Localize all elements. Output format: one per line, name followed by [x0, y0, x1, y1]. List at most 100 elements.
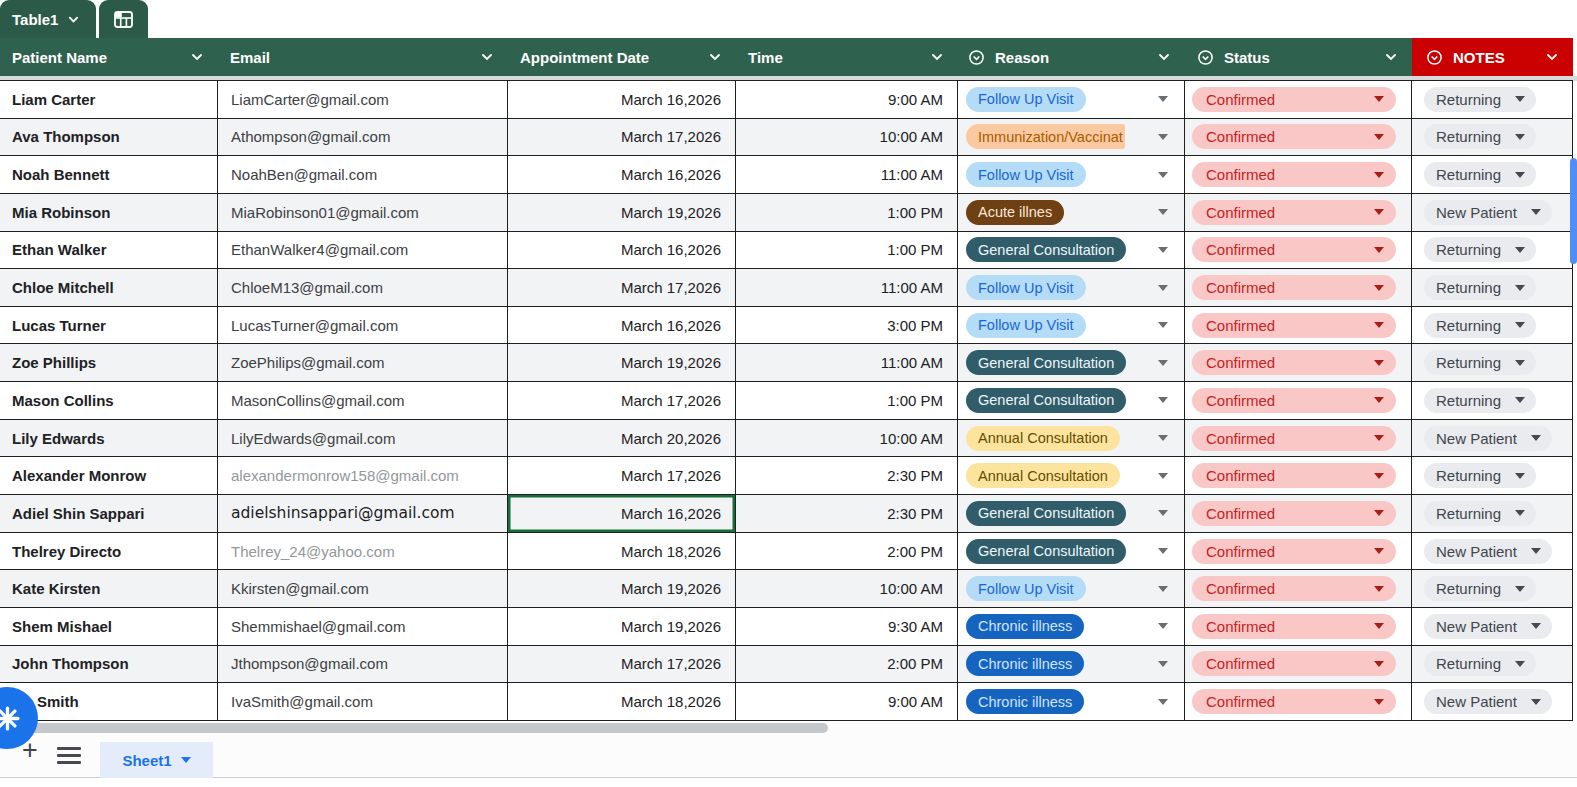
- reason-cell[interactable]: General Consultation: [958, 232, 1185, 269]
- dropdown-arrow-icon[interactable]: [1158, 586, 1168, 592]
- reason-chip[interactable]: General Consultation: [966, 501, 1126, 526]
- dropdown-arrow-icon[interactable]: [1515, 172, 1525, 178]
- notes-cell[interactable]: Returning: [1412, 269, 1573, 306]
- patient-name-cell[interactable]: Noah Bennett: [0, 156, 218, 193]
- dropdown-arrow-icon[interactable]: [1158, 209, 1168, 215]
- notes-cell[interactable]: Returning: [1412, 156, 1573, 193]
- dropdown-arrow-icon[interactable]: [1374, 699, 1384, 705]
- patient-name-cell[interactable]: Ava Thompson: [0, 119, 218, 156]
- patient-name-cell[interactable]: Liam Carter: [0, 81, 218, 118]
- dropdown-arrow-icon[interactable]: [1515, 473, 1525, 479]
- dropdown-arrow-icon[interactable]: [1158, 435, 1168, 441]
- status-cell[interactable]: Confirmed: [1185, 495, 1412, 532]
- dropdown-arrow-icon[interactable]: [1374, 322, 1384, 328]
- time-cell[interactable]: 1:00 PM: [736, 232, 958, 269]
- dropdown-arrow-icon[interactable]: [1158, 247, 1168, 253]
- time-cell[interactable]: 1:00 PM: [736, 382, 958, 419]
- reason-chip[interactable]: Follow Up Visit: [966, 162, 1086, 187]
- notes-chip[interactable]: Returning: [1424, 275, 1536, 300]
- status-chip[interactable]: Confirmed: [1192, 614, 1396, 639]
- status-chip[interactable]: Confirmed: [1192, 162, 1396, 187]
- notes-cell[interactable]: Returning: [1412, 81, 1573, 118]
- notes-cell[interactable]: Returning: [1412, 119, 1573, 156]
- reason-chip[interactable]: Immunization/Vaccinat: [966, 124, 1125, 149]
- dropdown-arrow-icon[interactable]: [1374, 134, 1384, 140]
- status-cell[interactable]: Confirmed: [1185, 420, 1412, 457]
- patient-name-cell[interactable]: Mason Collins: [0, 382, 218, 419]
- email-cell[interactable]: IvaSmith@gmail.com: [218, 683, 508, 720]
- email-cell[interactable]: NoahBen@gmail.com: [218, 156, 508, 193]
- email-cell[interactable]: ZoePhilips@gmail.com: [218, 344, 508, 381]
- chevron-down-icon[interactable]: [190, 50, 204, 64]
- reason-chip[interactable]: General Consultation: [966, 237, 1126, 262]
- email-cell[interactable]: Athompson@gmail.com: [218, 119, 508, 156]
- reason-cell[interactable]: Chronic illness: [958, 646, 1185, 683]
- email-cell[interactable]: LilyEdwards@gmail.com: [218, 420, 508, 457]
- patient-name-cell[interactable]: Kate Kirsten: [0, 570, 218, 607]
- status-cell[interactable]: Confirmed: [1185, 457, 1412, 494]
- reason-chip[interactable]: Follow Up Visit: [966, 275, 1086, 300]
- reason-chip[interactable]: General Consultation: [966, 539, 1126, 564]
- status-cell[interactable]: Confirmed: [1185, 344, 1412, 381]
- appointment-date-cell[interactable]: March 16,2026: [508, 81, 736, 118]
- dropdown-arrow-icon[interactable]: [1374, 209, 1384, 215]
- notes-chip[interactable]: Returning: [1424, 313, 1536, 338]
- notes-chip[interactable]: Returning: [1424, 124, 1536, 149]
- notes-cell[interactable]: New Patient: [1412, 420, 1573, 457]
- column-header-appointment-date[interactable]: Appointment Date: [508, 38, 736, 76]
- patient-name-cell[interactable]: Zoe Phillips: [0, 344, 218, 381]
- reason-cell[interactable]: Chronic illness: [958, 683, 1185, 720]
- reason-chip[interactable]: Chronic illness: [966, 651, 1084, 676]
- dropdown-arrow-icon[interactable]: [1158, 285, 1168, 291]
- chevron-down-icon[interactable]: [930, 50, 944, 64]
- status-chip[interactable]: Confirmed: [1192, 576, 1396, 601]
- appointment-date-cell[interactable]: March 16,2026: [508, 495, 736, 532]
- time-cell[interactable]: 2:00 PM: [736, 646, 958, 683]
- dropdown-arrow-icon[interactable]: [1158, 96, 1168, 102]
- email-cell[interactable]: MiaRobinson01@gmail.com: [218, 194, 508, 231]
- email-cell[interactable]: Thelrey_24@yahoo.com: [218, 533, 508, 570]
- dropdown-arrow-icon[interactable]: [1158, 699, 1168, 705]
- email-cell[interactable]: EthanWalker4@gmail.com: [218, 232, 508, 269]
- dropdown-arrow-icon[interactable]: [1374, 548, 1384, 554]
- time-cell[interactable]: 2:00 PM: [736, 533, 958, 570]
- appointment-date-cell[interactable]: March 16,2026: [508, 307, 736, 344]
- email-cell[interactable]: ChloeM13@gmail.com: [218, 269, 508, 306]
- chevron-down-icon[interactable]: [1157, 50, 1171, 64]
- patient-name-cell[interactable]: Lucas Turner: [0, 307, 218, 344]
- horizontal-scrollbar-thumb[interactable]: [8, 723, 828, 733]
- all-sheets-menu-button[interactable]: [57, 747, 81, 768]
- email-cell[interactable]: LiamCarter@gmail.com: [218, 81, 508, 118]
- patient-name-cell[interactable]: Ethan Walker: [0, 232, 218, 269]
- reason-cell[interactable]: Acute illnes: [958, 194, 1185, 231]
- status-cell[interactable]: Confirmed: [1185, 683, 1412, 720]
- notes-cell[interactable]: Returning: [1412, 495, 1573, 532]
- dropdown-arrow-icon[interactable]: [1158, 322, 1168, 328]
- status-chip[interactable]: Confirmed: [1192, 388, 1396, 413]
- reason-cell[interactable]: Annual Consultation: [958, 420, 1185, 457]
- status-cell[interactable]: Confirmed: [1185, 646, 1412, 683]
- reason-cell[interactable]: General Consultation: [958, 495, 1185, 532]
- patient-name-cell[interactable]: John Thompson: [0, 646, 218, 683]
- time-cell[interactable]: 2:30 PM: [736, 495, 958, 532]
- reason-chip[interactable]: Follow Up Visit: [966, 576, 1086, 601]
- column-header-status[interactable]: Status: [1185, 38, 1412, 76]
- chevron-down-icon[interactable]: [1545, 50, 1559, 64]
- appointment-date-cell[interactable]: March 18,2026: [508, 533, 736, 570]
- table1-tab[interactable]: Table1: [0, 0, 96, 38]
- appointment-date-cell[interactable]: March 17,2026: [508, 382, 736, 419]
- notes-chip[interactable]: Returning: [1424, 87, 1536, 112]
- status-chip[interactable]: Confirmed: [1192, 539, 1396, 564]
- dropdown-arrow-icon[interactable]: [1515, 96, 1525, 102]
- notes-chip[interactable]: Returning: [1424, 501, 1536, 526]
- dropdown-arrow-icon[interactable]: [1374, 247, 1384, 253]
- email-cell[interactable]: MasonCollins@gmail.com: [218, 382, 508, 419]
- reason-cell[interactable]: General Consultation: [958, 533, 1185, 570]
- dropdown-arrow-icon[interactable]: [1515, 322, 1525, 328]
- email-cell[interactable]: adielshinsappari@gmail.com: [218, 495, 508, 532]
- reason-chip[interactable]: General Consultation: [966, 350, 1126, 375]
- dropdown-arrow-icon[interactable]: [1158, 548, 1168, 554]
- appointment-date-cell[interactable]: March 17,2026: [508, 269, 736, 306]
- status-chip[interactable]: Confirmed: [1192, 237, 1396, 262]
- notes-chip[interactable]: Returning: [1424, 162, 1536, 187]
